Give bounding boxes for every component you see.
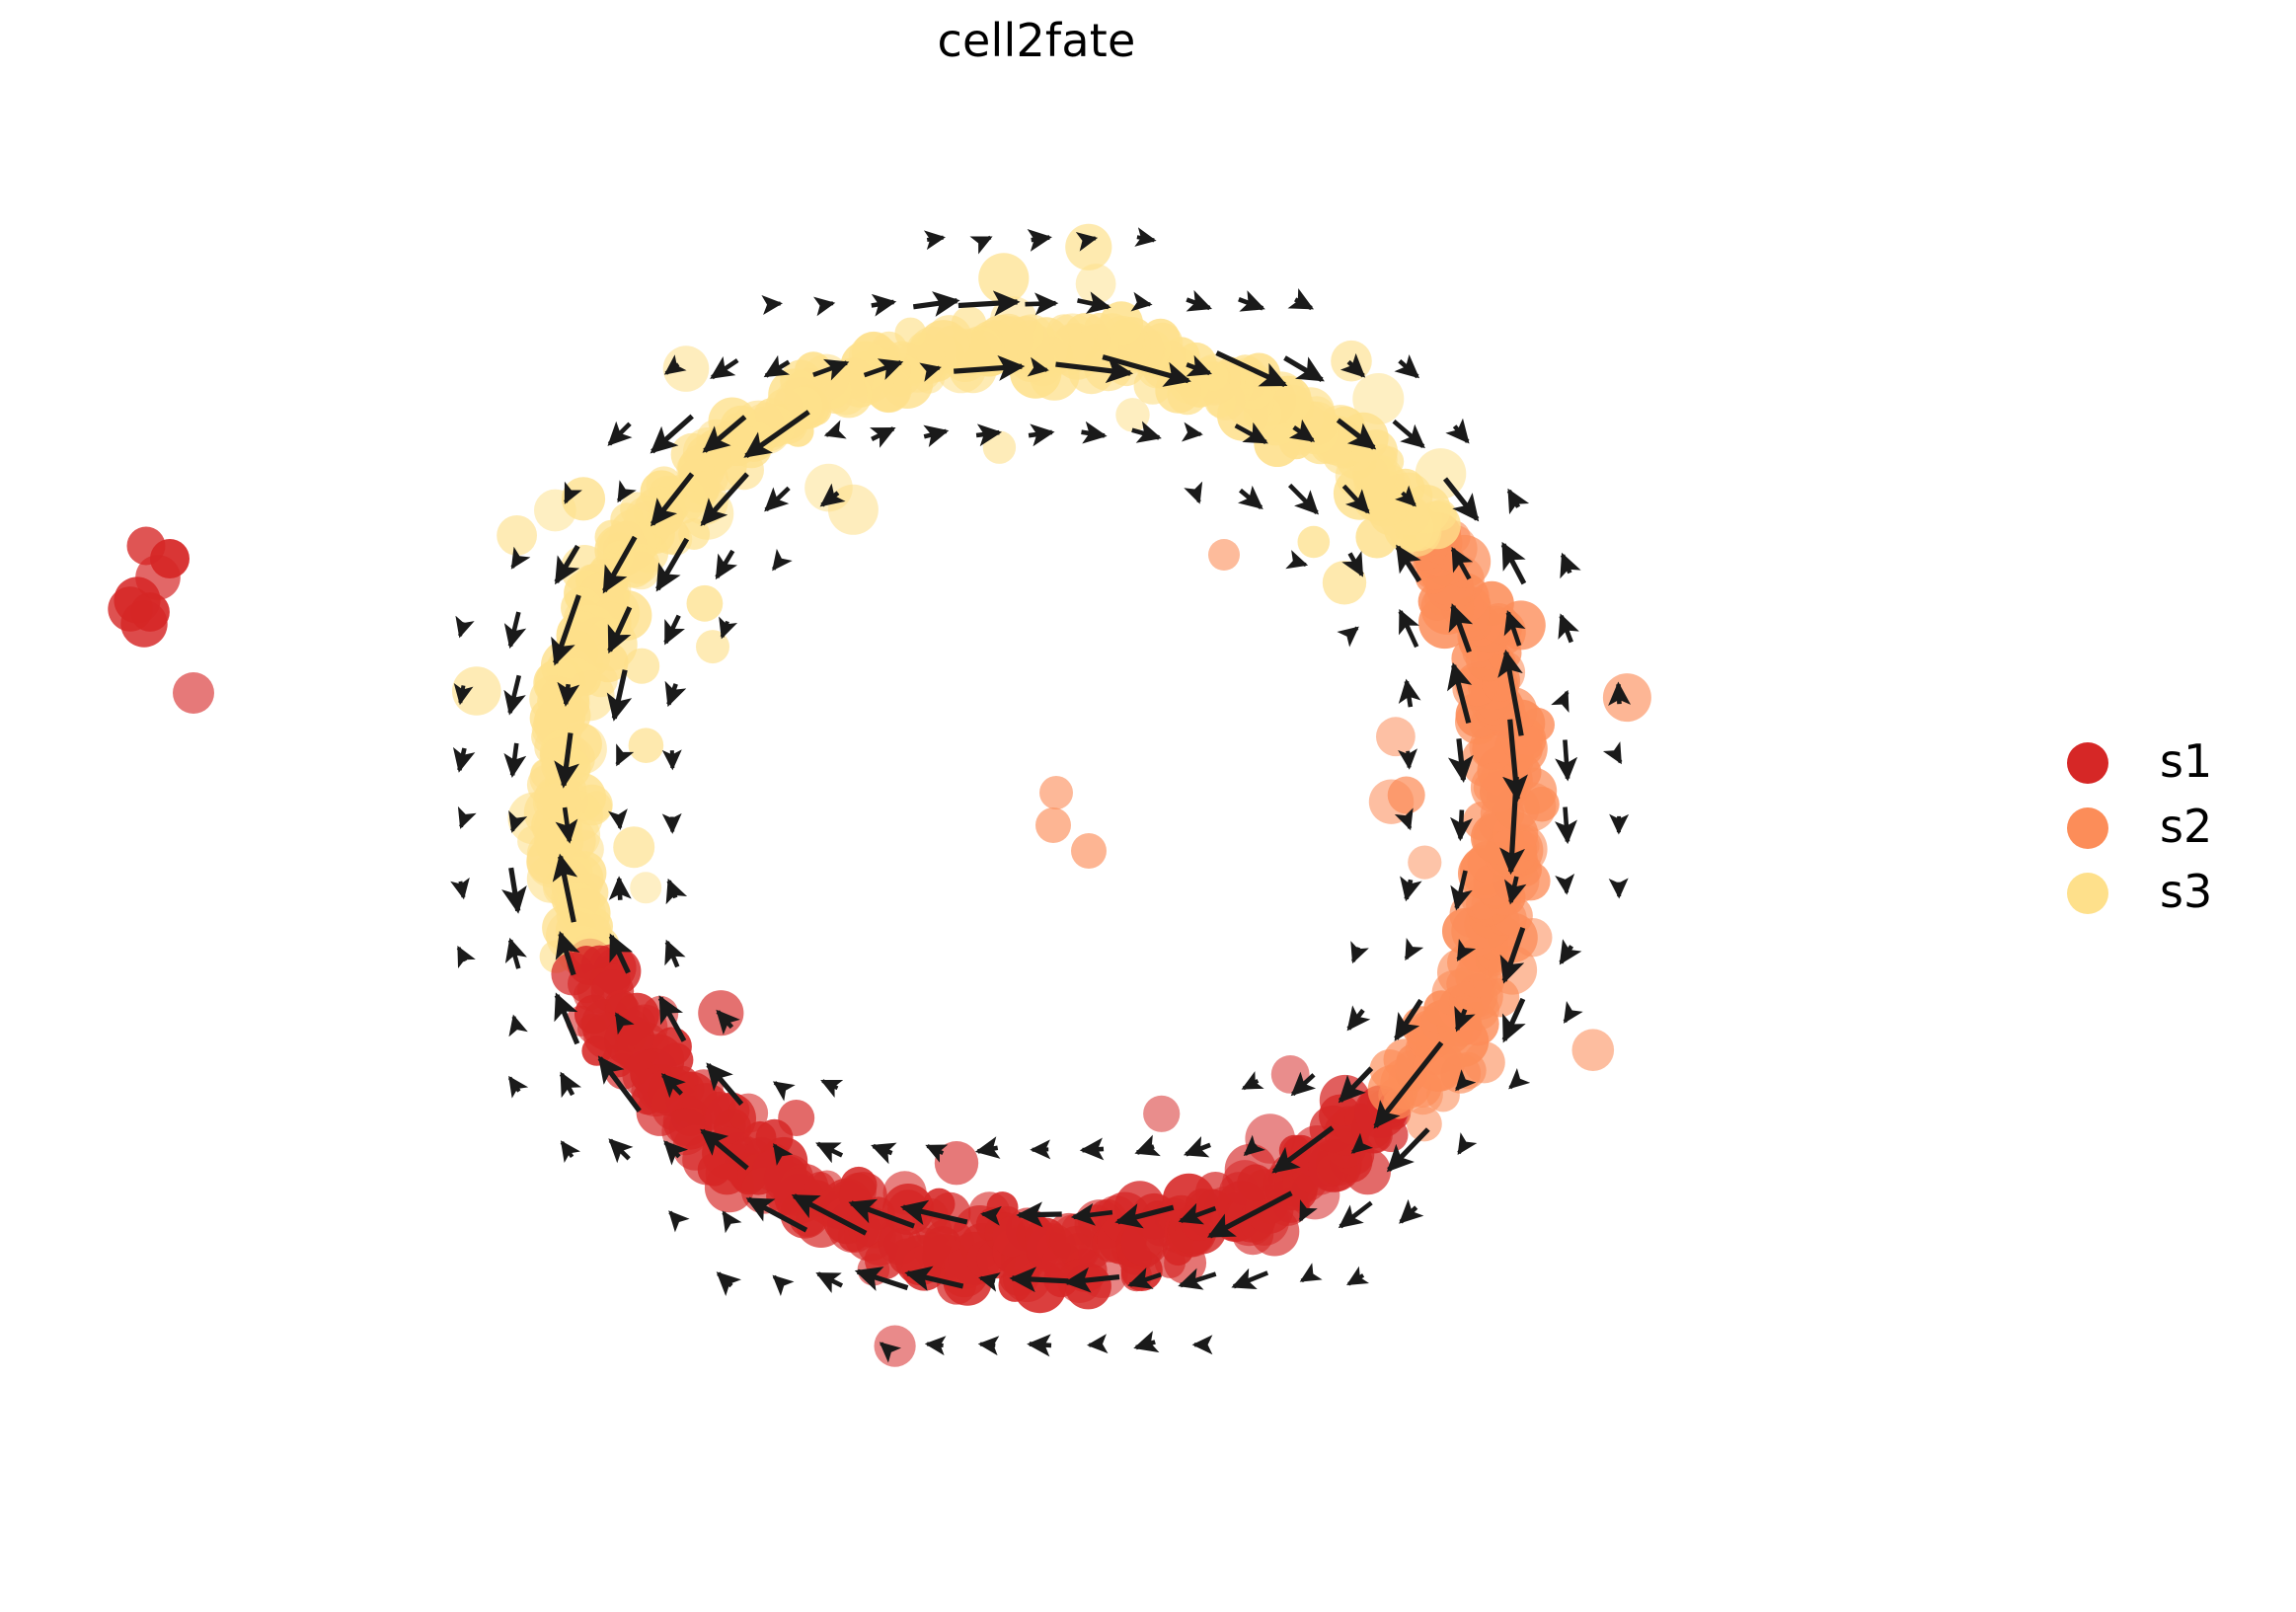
- cell-points-layer: [108, 223, 1651, 1367]
- scatter-plot-axes: [108, 223, 1651, 1367]
- legend-item-s3[interactable]: s3: [2053, 861, 2296, 926]
- velocity-arrows-layer: [450, 227, 1632, 1363]
- legend-item-s1[interactable]: s1: [2053, 730, 2296, 796]
- legend-swatch-s1: [2067, 742, 2108, 784]
- legend-label-s3: s3: [2160, 865, 2213, 918]
- page-title: cell2fate: [937, 14, 1136, 67]
- legend-item-s2[interactable]: s2: [2053, 796, 2296, 861]
- legend-swatch-s2: [2067, 807, 2108, 849]
- legend-label-s1: s1: [2160, 734, 2213, 788]
- legend-label-s2: s2: [2160, 800, 2213, 853]
- legend: s1 s2 s3: [2053, 730, 2296, 948]
- legend-swatch-s3: [2067, 873, 2108, 914]
- velocity-embedding-plot: [108, 223, 1651, 1367]
